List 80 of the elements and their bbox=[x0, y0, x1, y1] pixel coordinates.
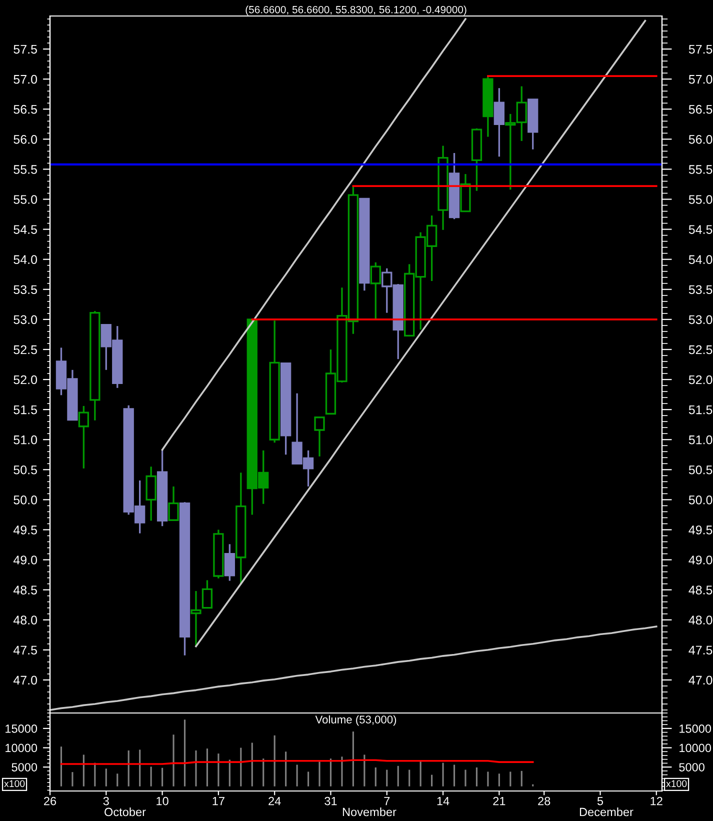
x-tick-label: 3 bbox=[103, 796, 109, 806]
y2-tick-label: 55.5 bbox=[688, 165, 712, 174]
x-tick-label: 24 bbox=[268, 796, 281, 806]
x-tick-label: 14 bbox=[437, 796, 450, 806]
y2-tick-label: 47.5 bbox=[688, 646, 712, 655]
y-tick-label: 49.5 bbox=[13, 526, 37, 534]
y2-tick-label: 48.5 bbox=[688, 586, 712, 594]
y-axis-title: x100 bbox=[4, 780, 25, 788]
y2-tick-label: 10000 bbox=[680, 744, 712, 752]
y2-tick-label: 54.5 bbox=[688, 225, 712, 234]
candlestick bbox=[224, 543, 235, 582]
y-tick-label: 53.0 bbox=[14, 315, 38, 324]
y2-tick-label: 52.5 bbox=[688, 345, 712, 354]
y-tick-label: 55.5 bbox=[14, 165, 37, 174]
y-tick-label: 52.5 bbox=[14, 345, 37, 354]
y-tick-label: 50.0 bbox=[14, 495, 38, 504]
candlestick bbox=[168, 486, 179, 521]
x-tick-label: 17 bbox=[212, 796, 224, 806]
y2-tick-label: 51.0 bbox=[688, 435, 712, 444]
candlestick bbox=[190, 590, 202, 648]
x-tick-label: 28 bbox=[538, 796, 550, 806]
y2-tick-label: 57.0 bbox=[688, 74, 712, 84]
line-series bbox=[50, 626, 658, 711]
candlestick bbox=[78, 405, 90, 470]
candlestick bbox=[314, 416, 325, 458]
y2-tick-label: 52.0 bbox=[688, 375, 712, 384]
y2-tick-label: 56.0 bbox=[688, 134, 712, 144]
x-tick-label: 21 bbox=[493, 796, 506, 806]
y-tick-label: 47.5 bbox=[13, 646, 37, 655]
y2-tick-label: 56.5 bbox=[688, 104, 712, 114]
y2-axis-title: x100 bbox=[666, 780, 687, 788]
chart-title: Volume (53,000) bbox=[315, 715, 396, 726]
y2-tick-label: 50.5 bbox=[688, 465, 712, 474]
y-tick-label: 53.5 bbox=[14, 285, 37, 294]
y-tick-label: 54.0 bbox=[14, 255, 38, 264]
y-tick-label: 49.0 bbox=[13, 556, 38, 564]
y-tick-label: 48.5 bbox=[13, 586, 37, 594]
chart-title: (56.6600, 56.6600, 55.8300, 56.1200, -0.49000) bbox=[246, 6, 466, 16]
y2-tick-label: 57.5 bbox=[688, 44, 712, 54]
y2-tick-label: 53.5 bbox=[688, 285, 712, 294]
y-tick-label: 52.0 bbox=[14, 375, 38, 384]
y-tick-label: 5000 bbox=[12, 763, 38, 772]
x-tick-label: 26 bbox=[44, 796, 56, 806]
text: November bbox=[342, 807, 396, 816]
y-tick-label: 48.0 bbox=[13, 616, 38, 625]
y-tick-label: 51.0 bbox=[14, 435, 38, 444]
y2-tick-label: 15000 bbox=[680, 724, 712, 733]
y2-tick-label: 55.0 bbox=[688, 195, 712, 204]
x-tick-label: 12 bbox=[650, 796, 662, 806]
y-tick-label: 50.5 bbox=[14, 465, 37, 474]
y-tick-label: 51.5 bbox=[14, 405, 37, 414]
x-tick-label: 5 bbox=[597, 796, 604, 806]
y2-tick-label: 53.0 bbox=[688, 315, 712, 324]
y-tick-label: 57.0 bbox=[14, 74, 38, 84]
y-tick-label: 54.5 bbox=[14, 225, 37, 234]
y2-tick-label: 54.0 bbox=[688, 255, 712, 264]
y-tick-label: 55.0 bbox=[14, 195, 38, 204]
line-series bbox=[161, 18, 466, 451]
candlestick bbox=[494, 87, 504, 158]
line-series bbox=[195, 20, 646, 648]
x-tick-label: 10 bbox=[156, 796, 168, 806]
y-tick-label: 56.0 bbox=[14, 134, 38, 144]
y2-tick-label: 48.0 bbox=[688, 616, 712, 625]
y2-tick-label: 51.5 bbox=[688, 405, 712, 414]
x-tick-label: 7 bbox=[384, 796, 390, 806]
y2-tick-label: 49.5 bbox=[688, 526, 712, 534]
y-tick-label: 56.5 bbox=[14, 104, 37, 114]
y2-tick-label: 47.0 bbox=[688, 676, 712, 685]
y2-tick-label: 5000 bbox=[679, 763, 704, 772]
y-tick-label: 47.0 bbox=[13, 676, 38, 685]
y-tick-label: 10000 bbox=[6, 744, 38, 752]
candlestick bbox=[202, 579, 213, 609]
x-tick-label: 31 bbox=[324, 796, 337, 806]
y-tick-label: 15000 bbox=[6, 724, 38, 733]
text: October bbox=[104, 807, 146, 816]
y2-tick-label: 50.0 bbox=[688, 495, 712, 504]
y2-tick-label: 49.0 bbox=[688, 556, 712, 564]
y-tick-label: 57.5 bbox=[14, 44, 37, 54]
text: December bbox=[580, 807, 634, 816]
candlestick bbox=[146, 466, 156, 522]
